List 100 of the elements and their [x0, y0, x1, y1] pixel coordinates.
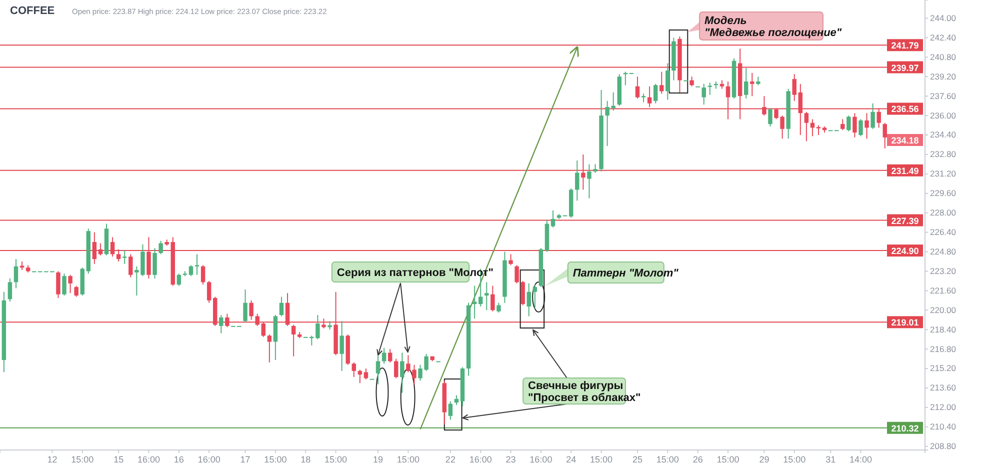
x-tick-label: 15:00	[716, 454, 740, 464]
annotation: Свечные фигуры "Просвет в облаках"	[528, 380, 641, 404]
x-tick-label: 16:00	[530, 454, 552, 464]
candlestick	[496, 302, 501, 314]
candlestick	[846, 115, 851, 132]
y-tick-label: 236.00	[930, 110, 956, 120]
ref-line-label: 231.49	[891, 166, 919, 176]
y-tick-label: 218.40	[930, 324, 956, 334]
candlestick	[62, 273, 66, 296]
y-tick-label: 215.20	[930, 363, 956, 374]
candlestick	[660, 71, 664, 94]
candlestick	[750, 72, 754, 97]
candlestick	[152, 248, 157, 280]
y-tick-label: 213.60	[930, 382, 956, 393]
x-tick-label: 15:00	[783, 454, 806, 464]
candlestick	[200, 264, 206, 286]
candlestick	[708, 82, 712, 96]
candlestick	[158, 240, 163, 255]
x-tick-label: 24	[566, 454, 576, 464]
candlestick	[840, 118, 845, 131]
candlestick	[702, 83, 706, 106]
candlestick	[128, 254, 133, 278]
candlestick	[532, 284, 538, 310]
candlestick	[550, 210, 556, 228]
candlestick	[635, 76, 640, 100]
candlestick	[219, 314, 224, 334]
candlestick	[279, 296, 284, 317]
ref-line-label: 227.39	[891, 216, 919, 226]
x-tick-label: 15	[114, 454, 124, 464]
ref-line-label: 219.01	[891, 318, 919, 328]
candlestick	[74, 285, 78, 298]
candlestick	[526, 282, 531, 317]
candlestick	[472, 285, 477, 320]
x-tick-label: 17	[240, 454, 250, 464]
candlestick	[176, 273, 182, 286]
y-tick-label: 208.80	[930, 441, 956, 452]
candlestick	[864, 112, 869, 140]
candlestick	[364, 368, 368, 380]
y-tick-label: 232.80	[930, 149, 956, 160]
x-tick-label: 22	[445, 454, 456, 464]
candlestick	[792, 74, 796, 102]
candlestick	[514, 264, 519, 284]
candlestick	[816, 124, 821, 136]
candlestick	[400, 352, 404, 394]
y-tick-label: 210.40	[930, 422, 956, 432]
candlestick	[376, 354, 380, 385]
candlestick	[666, 62, 670, 100]
y-tick-label: 223.20	[930, 266, 956, 276]
y-tick-label: 234.40	[930, 130, 956, 140]
candlestick	[490, 285, 495, 312]
candlestick	[852, 112, 857, 138]
annotation: Паттерн "Молот"	[572, 268, 680, 280]
candlestick	[206, 280, 212, 304]
candlestick	[804, 111, 809, 142]
y-tick-label: 231.20	[930, 168, 956, 179]
x-tick-label: 19	[373, 454, 384, 464]
candlestick	[394, 358, 398, 379]
y-tick-label: 239.20	[930, 71, 956, 82]
y-tick-label: 228.00	[930, 208, 956, 218]
annotation: Модель "Медвежье поглощение"	[704, 15, 842, 39]
candlestick	[870, 102, 875, 130]
y-tick-label: 220.00	[930, 304, 956, 315]
y-tick-label: 242.40	[930, 32, 956, 42]
x-tick-label: 31	[826, 454, 836, 464]
candlestick	[653, 83, 658, 104]
candlestick	[188, 264, 194, 277]
candlestick	[243, 288, 248, 323]
x-tick-label: 29	[759, 454, 770, 464]
ref-line-label: 224.90	[891, 246, 919, 256]
y-tick-label: 244.00	[930, 12, 956, 23]
candlestick	[358, 369, 362, 384]
x-tick-label: 14:00	[849, 454, 872, 464]
y-tick-label: 216.80	[930, 344, 956, 354]
candlestick	[352, 362, 356, 378]
y-tick-label: 212.00	[930, 402, 956, 412]
y-tick-label: 226.40	[930, 227, 956, 238]
x-tick-label: 15:00	[396, 454, 420, 464]
text: 234.18	[891, 136, 919, 146]
candlestick	[340, 320, 344, 372]
x-tick-label: 15:00	[656, 454, 679, 464]
candlestick	[267, 334, 272, 363]
candlestick	[508, 254, 513, 266]
x-tick-label: 16:00	[198, 454, 220, 464]
candlestick	[882, 122, 887, 149]
candlestick	[8, 278, 12, 302]
candlestick	[587, 164, 592, 199]
candlestick	[690, 76, 694, 87]
y-tick-label: 221.60	[930, 285, 956, 296]
y-tick-label: 237.60	[930, 90, 956, 101]
chart-title: COFFEE	[10, 5, 55, 17]
ref-line-label: 210.32	[891, 423, 919, 434]
candlestick	[520, 280, 525, 306]
x-tick-label: 15:00	[324, 454, 348, 464]
x-tick-label: 15:00	[71, 454, 94, 464]
x-tick-label: 16	[174, 454, 184, 464]
candlestick	[14, 258, 18, 289]
candlestick	[744, 68, 748, 100]
candlestick	[454, 394, 459, 406]
x-tick-label: 12	[47, 454, 58, 464]
candlestick	[484, 282, 489, 311]
